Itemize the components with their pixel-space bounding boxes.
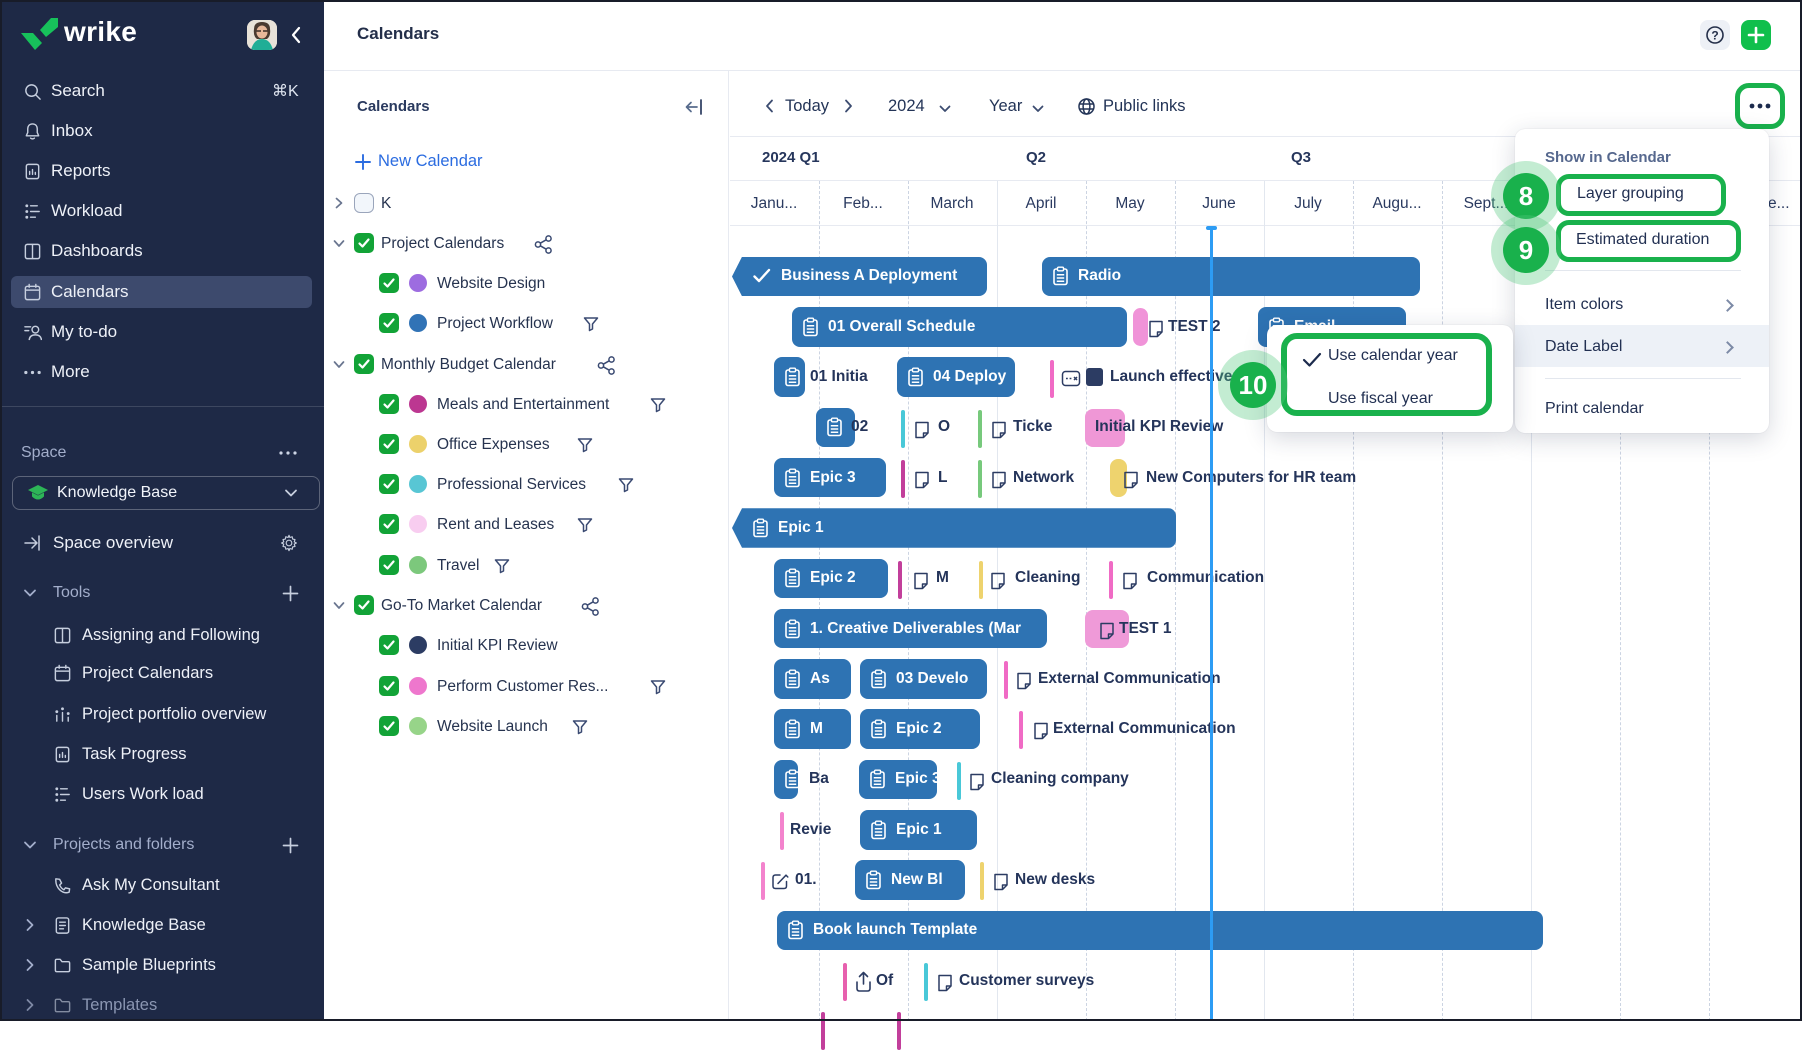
svg-text:?: ? — [1711, 29, 1718, 43]
